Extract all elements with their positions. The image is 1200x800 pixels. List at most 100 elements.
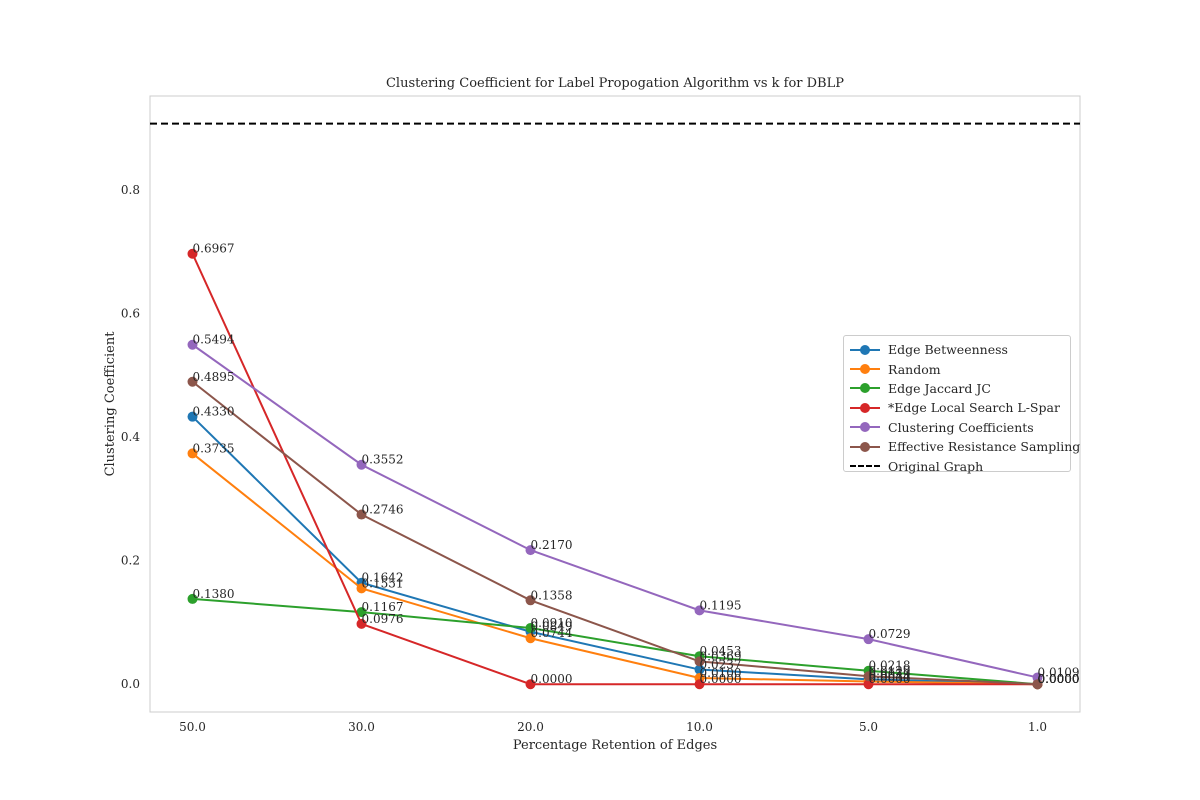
y-axis-ticks: 0.0 0.2 0.4 0.6 0.8 <box>121 183 140 691</box>
legend-item: Edge Jaccard JC <box>850 379 1064 398</box>
y-axis-label: Clustering Coefficient <box>103 331 118 477</box>
legend-marker <box>850 402 880 414</box>
series-line <box>192 597 1038 686</box>
data-label: 0.0729 <box>869 627 911 641</box>
series-line <box>191 415 1038 686</box>
data-point <box>525 633 536 644</box>
data-point <box>356 509 367 520</box>
data-label: 0.3735 <box>193 441 235 455</box>
x-tick-label: 30.0 <box>348 720 375 734</box>
data-point <box>863 671 874 682</box>
series-line <box>191 253 1038 686</box>
x-tick-label: 50.0 <box>179 720 206 734</box>
x-tick-label: 1.0 <box>1028 720 1047 734</box>
data-label: 0.1380 <box>193 587 235 601</box>
data-label: 0.0100 <box>700 666 742 680</box>
data-point <box>694 605 705 616</box>
legend-label: Edge Jaccard JC <box>888 380 991 396</box>
data-point <box>356 618 367 629</box>
data-point <box>187 339 198 350</box>
legend-label: Clustering Coefficients <box>888 419 1034 435</box>
data-label: 0.6967 <box>193 242 235 256</box>
data-point <box>187 411 198 422</box>
data-point <box>187 448 198 459</box>
series-line <box>191 380 1038 686</box>
data-label: 0.0744 <box>531 626 573 640</box>
data-label: 0.0079 <box>869 667 911 681</box>
y-tick-label: 0.4 <box>121 430 140 444</box>
legend-marker <box>850 344 880 356</box>
data-point <box>187 248 198 259</box>
data-label: 0.0000 <box>1038 672 1080 686</box>
legend-item: Random <box>850 359 1064 378</box>
data-point <box>694 664 705 675</box>
data-label: 0.0000 <box>1038 672 1080 686</box>
data-label: 0.1551 <box>362 576 404 590</box>
legend-label: Edge Betweenness <box>888 342 1008 358</box>
x-tick-label: 5.0 <box>859 720 878 734</box>
data-label: 0.0237 <box>700 658 742 672</box>
data-label: 0.0000 <box>1038 672 1080 686</box>
data-label: 0.5494 <box>193 333 235 347</box>
data-label: 0.0000 <box>1038 672 1080 686</box>
legend-item: Clustering Coefficients <box>850 418 1064 437</box>
data-point <box>694 656 705 667</box>
legend-item: Effective Resistance Sampling <box>850 437 1080 456</box>
data-label: 0.0000 <box>531 672 573 686</box>
data-label: 0.0369 <box>700 649 742 663</box>
data-label: 0.0000 <box>869 672 911 686</box>
legend-label: Random <box>888 361 941 377</box>
data-label: 0.0976 <box>362 612 404 626</box>
y-tick-label: 0.2 <box>121 554 140 568</box>
legend-marker <box>850 421 880 433</box>
data-label: 0.4895 <box>193 370 235 384</box>
legend-item: Edge Betweenness <box>850 340 1064 359</box>
x-tick-label: 10.0 <box>686 720 713 734</box>
data-label: 0.0109 <box>1038 665 1080 679</box>
data-point <box>356 459 367 470</box>
data-point <box>1032 679 1043 690</box>
data-point <box>356 607 367 618</box>
legend-marker <box>850 382 880 394</box>
data-label: 0.0000 <box>700 672 742 686</box>
series-group <box>187 248 1043 690</box>
data-label: 0.0910 <box>531 616 573 630</box>
data-point <box>187 593 198 604</box>
data-label: 0.2170 <box>531 538 573 552</box>
data-point <box>525 595 536 606</box>
series-line <box>191 343 1038 679</box>
legend-marker <box>850 441 880 453</box>
legend-label: Effective Resistance Sampling <box>888 439 1081 455</box>
data-label: 0.0849 <box>531 620 573 634</box>
legend-item: *Edge Local Search L-Spar <box>850 398 1064 417</box>
plot-area <box>149 95 1081 713</box>
y-tick-label: 0.0 <box>121 677 140 691</box>
data-point <box>525 622 536 633</box>
data-label: 0.0129 <box>869 664 911 678</box>
data-label: 0.1358 <box>531 588 573 602</box>
data-label: 0.0218 <box>869 659 911 673</box>
data-label: 0.0453 <box>700 644 742 658</box>
legend-marker <box>850 363 880 375</box>
legend-label: Original Graph <box>888 458 984 474</box>
legend-item: Original Graph <box>850 456 1064 475</box>
data-label: 0.0000 <box>1038 672 1080 686</box>
data-point <box>525 545 536 556</box>
data-label: 0.2746 <box>362 503 404 517</box>
data-label: 0.4330 <box>193 405 235 419</box>
data-label: 0.0044 <box>869 669 911 683</box>
data-point <box>863 679 874 690</box>
x-tick-label: 20.0 <box>517 720 544 734</box>
y-tick-label: 0.8 <box>121 183 140 197</box>
legend-label: *Edge Local Search L-Spar <box>888 400 1060 416</box>
y-tick-label: 0.6 <box>121 306 140 320</box>
data-point <box>525 679 536 690</box>
data-label: 0.3552 <box>362 453 404 467</box>
series-line <box>191 452 1038 686</box>
data-point <box>356 583 367 594</box>
legend-marker <box>850 460 880 472</box>
data-label: 0.1642 <box>362 571 404 585</box>
data-point <box>694 679 705 690</box>
